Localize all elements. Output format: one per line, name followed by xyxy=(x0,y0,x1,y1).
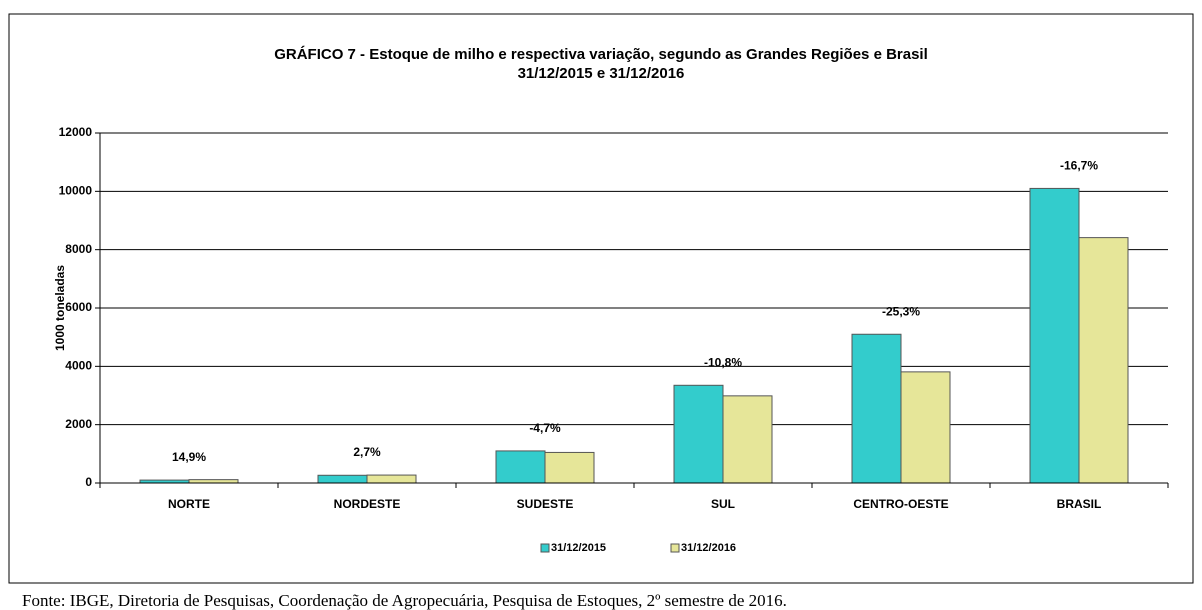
source-note: Fonte: IBGE, Diretoria de Pesquisas, Coo… xyxy=(22,591,787,610)
y-tick-label: 0 xyxy=(85,475,92,489)
bar xyxy=(673,384,724,484)
chart-subtitle: 31/12/2015 e 31/12/2016 xyxy=(518,65,685,82)
x-tick-label: NORTE xyxy=(168,497,210,511)
x-tick-label: NORDESTE xyxy=(334,497,401,511)
bar xyxy=(900,371,951,484)
bar xyxy=(1029,187,1080,484)
bar xyxy=(1078,237,1129,484)
legend-swatch xyxy=(540,543,550,553)
legend-label: 31/12/2015 xyxy=(551,542,606,554)
bar xyxy=(366,474,417,484)
y-tick-label: 8000 xyxy=(65,242,92,256)
variation-label: 2,7% xyxy=(353,445,381,459)
variation-label: -25,3% xyxy=(882,304,920,318)
y-tick-label: 12000 xyxy=(59,125,93,139)
bar xyxy=(317,474,368,484)
bar xyxy=(722,395,773,484)
bar xyxy=(495,450,546,484)
y-tick-label: 4000 xyxy=(65,359,92,373)
bar xyxy=(188,479,239,484)
variation-label: -10,8% xyxy=(704,355,742,369)
variation-label: -4,7% xyxy=(529,421,561,435)
y-tick-label: 6000 xyxy=(65,300,92,314)
chart-frame xyxy=(8,13,1194,584)
variation-label: 14,9% xyxy=(172,450,206,464)
y-tick-label: 10000 xyxy=(59,184,93,198)
y-axis-label: 1000 toneladas xyxy=(53,265,67,351)
legend-swatch xyxy=(670,543,680,553)
bar xyxy=(851,333,902,484)
legend-label: 31/12/2016 xyxy=(681,542,736,554)
variation-label: -16,7% xyxy=(1060,159,1098,173)
x-tick-label: CENTRO-OESTE xyxy=(853,497,948,511)
x-tick-label: SUDESTE xyxy=(517,497,574,511)
bar xyxy=(544,451,595,484)
y-tick-label: 2000 xyxy=(65,417,92,431)
x-tick-label: SUL xyxy=(711,497,735,511)
chart-title: GRÁFICO 7 - Estoque de milho e respectiv… xyxy=(274,46,928,63)
x-tick-label: BRASIL xyxy=(1057,497,1102,511)
